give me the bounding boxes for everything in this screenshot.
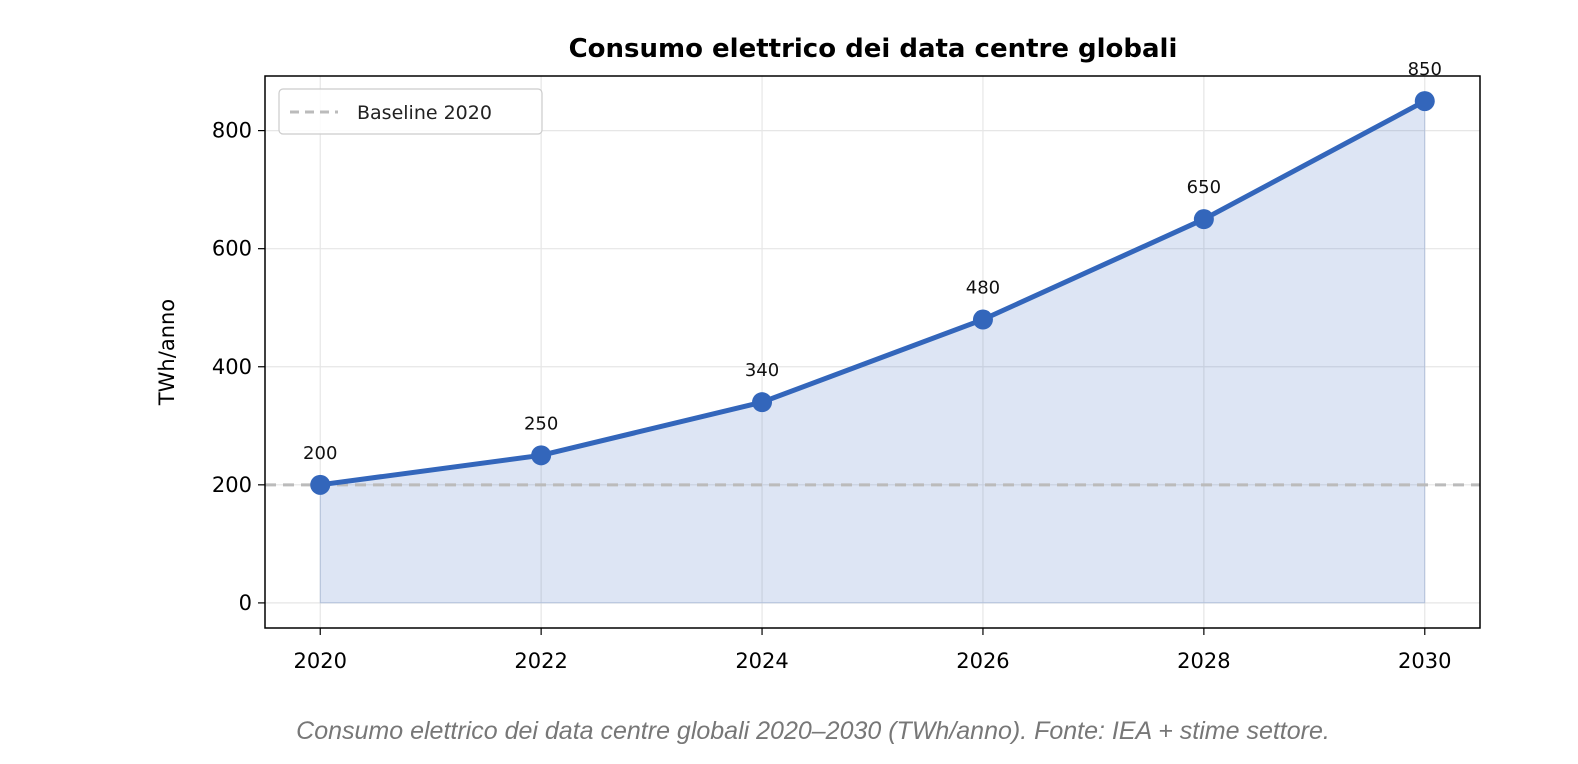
data-point [531, 445, 552, 466]
plot-frame [264, 75, 1481, 629]
data-label: 650 [1187, 177, 1221, 198]
legend-box [278, 88, 543, 135]
y-tick-label: 400 [212, 355, 252, 379]
data-point [1414, 91, 1435, 112]
y-axis-label: TWh/anno [155, 299, 179, 406]
x-tick-label: 2024 [735, 649, 788, 673]
data-label: 200 [303, 443, 337, 464]
figure-caption: Consumo elettrico dei data centre global… [296, 717, 1330, 745]
data-point [752, 392, 773, 413]
y-axis: 0 200 400 600 800 [212, 119, 265, 615]
series-line [319, 98, 1426, 488]
x-tick-label: 2022 [514, 649, 567, 673]
data-point [310, 474, 331, 495]
series-line-path [319, 98, 1426, 488]
area-fill-path [319, 100, 1426, 604]
legend: Baseline 2020 [278, 88, 543, 135]
y-tick-label: 800 [212, 119, 252, 143]
data-label: 850 [1408, 59, 1442, 80]
y-tick-label: 600 [212, 237, 252, 261]
legend-baseline-label: Baseline 2020 [357, 102, 492, 124]
data-point [972, 309, 993, 330]
data-label: 340 [745, 360, 779, 381]
data-labels: 200 250 340 480 650 850 [303, 59, 1442, 464]
data-label: 250 [524, 413, 558, 434]
x-tick-label: 2020 [294, 649, 347, 673]
x-tick-label: 2026 [956, 649, 1009, 673]
area-fill [319, 100, 1426, 604]
data-points [310, 91, 1435, 495]
x-axis: 2020 2022 2024 2026 2028 2030 [294, 628, 1451, 673]
y-tick-label: 200 [212, 473, 252, 497]
data-point [1193, 209, 1214, 230]
chart-title: Consumo elettrico dei data centre global… [569, 34, 1178, 64]
data-label: 480 [966, 278, 1000, 299]
x-tick-label: 2030 [1398, 649, 1451, 673]
x-tick-label: 2028 [1177, 649, 1230, 673]
y-tick-label: 0 [239, 591, 252, 615]
